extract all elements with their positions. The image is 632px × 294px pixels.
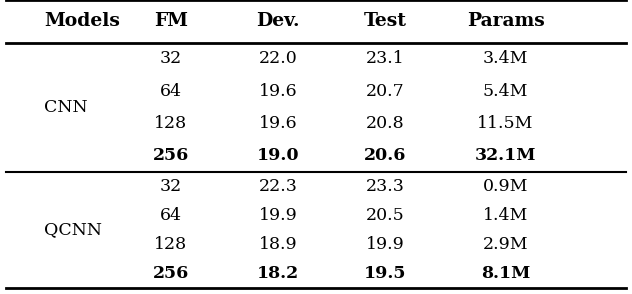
Text: 18.9: 18.9 <box>258 236 298 253</box>
Text: FM: FM <box>154 11 188 30</box>
Text: 32: 32 <box>159 178 182 195</box>
Text: 20.6: 20.6 <box>364 147 407 164</box>
Text: Test: Test <box>364 11 407 30</box>
Text: 18.2: 18.2 <box>257 265 299 282</box>
Text: 8.1M: 8.1M <box>481 265 530 282</box>
Text: Models: Models <box>44 11 120 30</box>
Text: 64: 64 <box>160 207 181 224</box>
Text: 1.4M: 1.4M <box>483 207 528 224</box>
Text: Params: Params <box>466 11 545 30</box>
Text: 64: 64 <box>160 83 181 100</box>
Text: 128: 128 <box>154 236 187 253</box>
Text: 19.9: 19.9 <box>366 236 405 253</box>
Text: 19.5: 19.5 <box>364 265 407 282</box>
Text: 22.0: 22.0 <box>258 50 298 67</box>
Text: 2.9M: 2.9M <box>483 236 528 253</box>
Text: 32: 32 <box>159 50 182 67</box>
Text: Dev.: Dev. <box>257 11 300 30</box>
Text: 19.6: 19.6 <box>258 83 298 100</box>
Text: 256: 256 <box>152 265 189 282</box>
Text: 20.5: 20.5 <box>366 207 405 224</box>
Text: 23.3: 23.3 <box>366 178 405 195</box>
Text: 256: 256 <box>152 147 189 164</box>
Text: 19.0: 19.0 <box>257 147 300 164</box>
Text: 32.1M: 32.1M <box>475 147 537 164</box>
Text: 23.1: 23.1 <box>366 50 405 67</box>
Text: 22.3: 22.3 <box>258 178 298 195</box>
Text: 5.4M: 5.4M <box>483 83 528 100</box>
Text: CNN: CNN <box>44 99 88 116</box>
Text: 20.8: 20.8 <box>366 115 405 132</box>
Text: 19.9: 19.9 <box>258 207 298 224</box>
Text: 20.7: 20.7 <box>366 83 405 100</box>
Text: 19.6: 19.6 <box>258 115 298 132</box>
Text: QCNN: QCNN <box>44 222 102 238</box>
Text: 11.5M: 11.5M <box>477 115 534 132</box>
Text: 3.4M: 3.4M <box>483 50 528 67</box>
Text: 128: 128 <box>154 115 187 132</box>
Text: 0.9M: 0.9M <box>483 178 528 195</box>
